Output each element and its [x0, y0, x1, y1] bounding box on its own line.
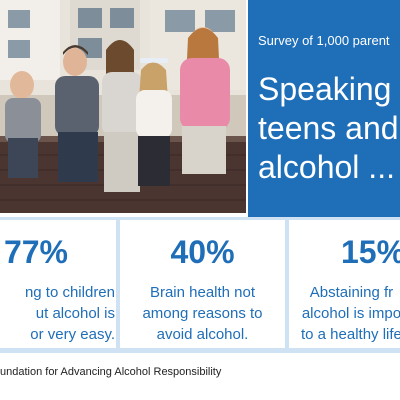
stat-line: avoid alcohol.	[156, 326, 249, 343]
stat-line: ut alcohol is	[35, 305, 115, 322]
headline: Speaking o teens and alcohol ...	[258, 70, 400, 187]
stat-line: Abstaining fr	[309, 284, 394, 301]
stat-description: Abstaining fr alcohol is impo to a healt…	[301, 282, 400, 345]
stat-card-2: 40% Brain health not among reasons to av…	[120, 220, 285, 348]
headline-line: Speaking o	[258, 71, 400, 107]
stat-line: ng to children	[24, 284, 115, 301]
stat-line: alcohol is impo	[301, 305, 400, 322]
source-credit: undation for Advancing Alcohol Responsib…	[0, 366, 222, 378]
headline-line: alcohol ...	[258, 149, 395, 185]
stat-description: ng to children ut alcohol is or very eas…	[25, 282, 115, 345]
stat-description: Brain health not among reasons to avoid …	[120, 282, 285, 345]
headline-line: teens and	[258, 110, 399, 146]
stat-line: Brain health not	[149, 284, 256, 301]
teens-photo	[0, 0, 246, 213]
stat-card-3: 15% Abstaining fr alcohol is impo to a h…	[289, 220, 400, 348]
stat-line: to a healthy life	[301, 326, 400, 343]
stat-line: among reasons to	[142, 305, 263, 322]
stat-line: or very easy.	[30, 326, 115, 343]
stat-percent: 40%	[170, 234, 235, 270]
survey-caption: Survey of 1,000 parent	[258, 33, 390, 48]
stat-card-1: 77% ng to children ut alcohol is or very…	[0, 220, 116, 348]
hero-panel: Survey of 1,000 parent Speaking o teens …	[248, 0, 400, 217]
stat-percent: 15%	[341, 234, 400, 270]
stats-band: 77% ng to children ut alcohol is or very…	[0, 217, 400, 353]
stat-percent: 77%	[3, 234, 68, 270]
